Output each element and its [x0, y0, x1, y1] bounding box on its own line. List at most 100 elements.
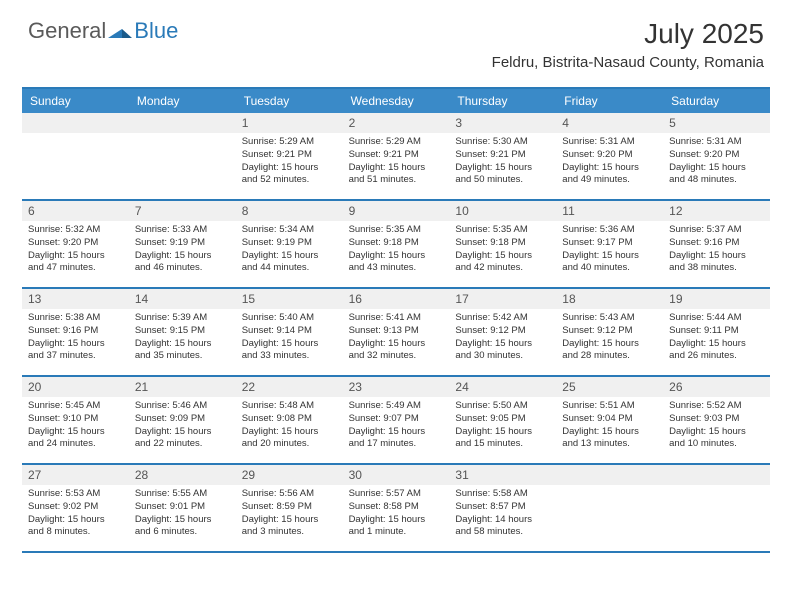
sunrise-line: Sunrise: 5:56 AM [242, 488, 337, 501]
calendar-day: 20Sunrise: 5:45 AMSunset: 9:10 PMDayligh… [22, 377, 129, 463]
sunset-line: Sunset: 9:05 PM [455, 413, 550, 426]
calendar-week: 27Sunrise: 5:53 AMSunset: 9:02 PMDayligh… [22, 465, 770, 553]
sunrise-line: Sunrise: 5:53 AM [28, 488, 123, 501]
calendar-day: 31Sunrise: 5:58 AMSunset: 8:57 PMDayligh… [449, 465, 556, 551]
calendar-day: 26Sunrise: 5:52 AMSunset: 9:03 PMDayligh… [663, 377, 770, 463]
brand-part2: Blue [134, 18, 178, 44]
day-number: 6 [22, 201, 129, 221]
day-details: Sunrise: 5:55 AMSunset: 9:01 PMDaylight:… [129, 485, 236, 545]
calendar-day: 19Sunrise: 5:44 AMSunset: 9:11 PMDayligh… [663, 289, 770, 375]
sunset-line: Sunset: 9:20 PM [562, 149, 657, 162]
daylight-line: Daylight: 15 hours and 44 minutes. [242, 250, 337, 276]
sunset-line: Sunset: 9:10 PM [28, 413, 123, 426]
sunset-line: Sunset: 8:57 PM [455, 501, 550, 514]
sunrise-line: Sunrise: 5:43 AM [562, 312, 657, 325]
calendar-day: 12Sunrise: 5:37 AMSunset: 9:16 PMDayligh… [663, 201, 770, 287]
sunrise-line: Sunrise: 5:31 AM [562, 136, 657, 149]
daylight-line: Daylight: 15 hours and 6 minutes. [135, 514, 230, 540]
calendar-day: 11Sunrise: 5:36 AMSunset: 9:17 PMDayligh… [556, 201, 663, 287]
sunset-line: Sunset: 8:59 PM [242, 501, 337, 514]
daylight-line: Daylight: 15 hours and 20 minutes. [242, 426, 337, 452]
sunset-line: Sunset: 9:16 PM [28, 325, 123, 338]
day-number: 23 [343, 377, 450, 397]
sunrise-line: Sunrise: 5:37 AM [669, 224, 764, 237]
day-details: Sunrise: 5:45 AMSunset: 9:10 PMDaylight:… [22, 397, 129, 457]
day-details: Sunrise: 5:43 AMSunset: 9:12 PMDaylight:… [556, 309, 663, 369]
sunset-line: Sunset: 9:17 PM [562, 237, 657, 250]
day-details: Sunrise: 5:32 AMSunset: 9:20 PMDaylight:… [22, 221, 129, 281]
day-number: 19 [663, 289, 770, 309]
daylight-line: Daylight: 15 hours and 1 minute. [349, 514, 444, 540]
calendar-day: 2Sunrise: 5:29 AMSunset: 9:21 PMDaylight… [343, 113, 450, 199]
calendar-day: 25Sunrise: 5:51 AMSunset: 9:04 PMDayligh… [556, 377, 663, 463]
day-number: 27 [22, 465, 129, 485]
sunrise-line: Sunrise: 5:31 AM [669, 136, 764, 149]
sunrise-line: Sunrise: 5:35 AM [455, 224, 550, 237]
sunrise-line: Sunrise: 5:51 AM [562, 400, 657, 413]
daylight-line: Daylight: 15 hours and 38 minutes. [669, 250, 764, 276]
sunset-line: Sunset: 9:15 PM [135, 325, 230, 338]
daylight-line: Daylight: 15 hours and 40 minutes. [562, 250, 657, 276]
daylight-line: Daylight: 15 hours and 26 minutes. [669, 338, 764, 364]
day-details: Sunrise: 5:53 AMSunset: 9:02 PMDaylight:… [22, 485, 129, 545]
sunset-line: Sunset: 9:20 PM [28, 237, 123, 250]
sunrise-line: Sunrise: 5:49 AM [349, 400, 444, 413]
day-details: Sunrise: 5:41 AMSunset: 9:13 PMDaylight:… [343, 309, 450, 369]
sunset-line: Sunset: 9:11 PM [669, 325, 764, 338]
day-details: Sunrise: 5:31 AMSunset: 9:20 PMDaylight:… [663, 133, 770, 193]
day-details: Sunrise: 5:49 AMSunset: 9:07 PMDaylight:… [343, 397, 450, 457]
brand-arrow-icon [108, 22, 132, 40]
sunset-line: Sunset: 9:16 PM [669, 237, 764, 250]
day-details: Sunrise: 5:58 AMSunset: 8:57 PMDaylight:… [449, 485, 556, 545]
day-number: 31 [449, 465, 556, 485]
day-number: 25 [556, 377, 663, 397]
sunset-line: Sunset: 9:08 PM [242, 413, 337, 426]
day-number: 29 [236, 465, 343, 485]
day-number: 1 [236, 113, 343, 133]
daylight-line: Daylight: 15 hours and 33 minutes. [242, 338, 337, 364]
calendar-day: 4Sunrise: 5:31 AMSunset: 9:20 PMDaylight… [556, 113, 663, 199]
daylight-line: Daylight: 15 hours and 50 minutes. [455, 162, 550, 188]
day-number: 17 [449, 289, 556, 309]
day-details: Sunrise: 5:35 AMSunset: 9:18 PMDaylight:… [343, 221, 450, 281]
day-details: Sunrise: 5:51 AMSunset: 9:04 PMDaylight:… [556, 397, 663, 457]
daylight-line: Daylight: 15 hours and 47 minutes. [28, 250, 123, 276]
day-header: Saturday [663, 89, 770, 113]
day-header: Sunday [22, 89, 129, 113]
day-details: Sunrise: 5:29 AMSunset: 9:21 PMDaylight:… [236, 133, 343, 193]
calendar-day: 23Sunrise: 5:49 AMSunset: 9:07 PMDayligh… [343, 377, 450, 463]
daylight-line: Daylight: 15 hours and 42 minutes. [455, 250, 550, 276]
day-details: Sunrise: 5:31 AMSunset: 9:20 PMDaylight:… [556, 133, 663, 193]
day-number: 22 [236, 377, 343, 397]
sunset-line: Sunset: 9:19 PM [135, 237, 230, 250]
sunrise-line: Sunrise: 5:55 AM [135, 488, 230, 501]
day-number [129, 113, 236, 133]
sunrise-line: Sunrise: 5:32 AM [28, 224, 123, 237]
daylight-line: Daylight: 15 hours and 48 minutes. [669, 162, 764, 188]
day-details: Sunrise: 5:56 AMSunset: 8:59 PMDaylight:… [236, 485, 343, 545]
daylight-line: Daylight: 15 hours and 8 minutes. [28, 514, 123, 540]
sunset-line: Sunset: 9:03 PM [669, 413, 764, 426]
calendar-day: 22Sunrise: 5:48 AMSunset: 9:08 PMDayligh… [236, 377, 343, 463]
sunrise-line: Sunrise: 5:36 AM [562, 224, 657, 237]
day-number: 24 [449, 377, 556, 397]
daylight-line: Daylight: 15 hours and 32 minutes. [349, 338, 444, 364]
calendar-day: 1Sunrise: 5:29 AMSunset: 9:21 PMDaylight… [236, 113, 343, 199]
day-number: 15 [236, 289, 343, 309]
sunrise-line: Sunrise: 5:45 AM [28, 400, 123, 413]
day-details: Sunrise: 5:29 AMSunset: 9:21 PMDaylight:… [343, 133, 450, 193]
calendar-day: 6Sunrise: 5:32 AMSunset: 9:20 PMDaylight… [22, 201, 129, 287]
day-details: Sunrise: 5:42 AMSunset: 9:12 PMDaylight:… [449, 309, 556, 369]
daylight-line: Daylight: 15 hours and 35 minutes. [135, 338, 230, 364]
day-header: Thursday [449, 89, 556, 113]
header-right: July 2025 Feldru, Bistrita-Nasaud County… [492, 18, 764, 71]
day-number [556, 465, 663, 485]
day-number: 3 [449, 113, 556, 133]
location-text: Feldru, Bistrita-Nasaud County, Romania [492, 54, 764, 71]
day-details: Sunrise: 5:50 AMSunset: 9:05 PMDaylight:… [449, 397, 556, 457]
day-details: Sunrise: 5:46 AMSunset: 9:09 PMDaylight:… [129, 397, 236, 457]
sunset-line: Sunset: 9:20 PM [669, 149, 764, 162]
day-header: Friday [556, 89, 663, 113]
day-details: Sunrise: 5:44 AMSunset: 9:11 PMDaylight:… [663, 309, 770, 369]
daylight-line: Daylight: 15 hours and 43 minutes. [349, 250, 444, 276]
